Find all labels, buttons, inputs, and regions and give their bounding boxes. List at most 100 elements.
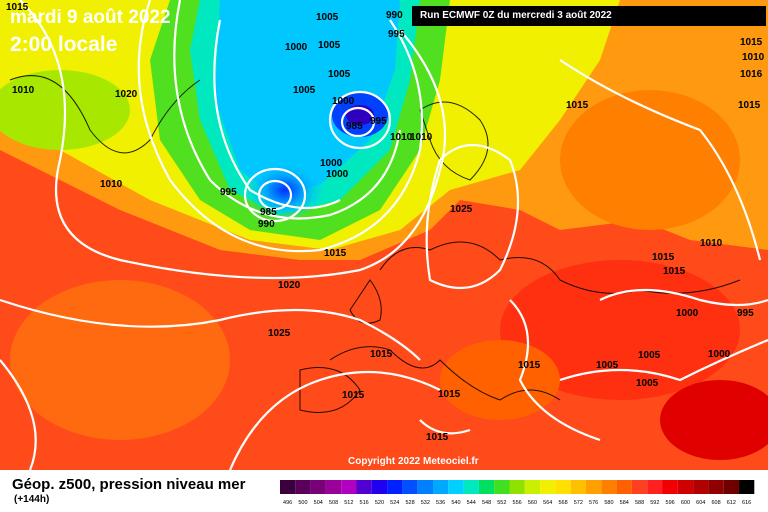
pressure-label: 1005	[638, 350, 661, 361]
isobar	[328, 90, 392, 150]
legend-swatch	[723, 480, 739, 494]
legend-value: 512	[344, 500, 353, 506]
legend-swatch	[417, 480, 433, 494]
legend-value: 532	[421, 500, 430, 506]
pressure-label: 1000	[285, 42, 308, 53]
footer-subtitle: (+144h)	[14, 494, 50, 505]
legend-swatch	[433, 480, 449, 494]
legend-swatch	[310, 480, 326, 494]
pressure-label: 1015	[663, 266, 686, 277]
weather-map: 1015 1005 990 995 1000 1005 1020 1010 10…	[0, 0, 768, 470]
pressure-label: 1025	[450, 204, 473, 215]
legend-value: 544	[467, 500, 476, 506]
legend-swatch	[677, 480, 694, 494]
pressure-label: 1015	[370, 349, 393, 360]
isobar	[0, 359, 37, 470]
legend-swatch	[509, 480, 525, 494]
legend-swatch	[463, 480, 479, 494]
pressure-label: 1015	[518, 360, 541, 371]
legend-swatch	[647, 480, 663, 494]
pressure-label: 1000	[708, 349, 731, 360]
pressure-label: 1005	[318, 40, 341, 51]
legend-swatch	[662, 480, 678, 494]
legend-value: 592	[650, 500, 659, 506]
pressure-label: 1005	[636, 378, 659, 389]
isobar	[19, 0, 447, 280]
legend-swatch	[448, 480, 464, 494]
legend-value: 536	[436, 500, 445, 506]
pressure-label: 1000	[320, 158, 343, 169]
z500-orange-atlantic	[10, 280, 230, 440]
legend-value: 596	[666, 500, 675, 506]
pressure-label: 1015	[426, 432, 449, 443]
legend-value: 584	[620, 500, 629, 506]
legend-swatch	[693, 480, 709, 494]
legend-swatch	[555, 480, 571, 494]
legend-value: 608	[711, 500, 720, 506]
isobar	[599, 288, 768, 307]
pressure-labels: 1015 1005 990 995 1000 1005 1020 1010 10…	[6, 2, 765, 443]
legend-value: 504	[314, 500, 323, 506]
legend-value: 576	[589, 500, 598, 506]
legend-swatch	[325, 480, 342, 494]
isobar	[559, 338, 768, 382]
pressure-label: 1015	[566, 100, 589, 111]
legend-value: 548	[482, 500, 491, 506]
legend-swatch	[708, 480, 724, 494]
legend-swatch	[524, 480, 541, 494]
pressure-label: 1015	[6, 2, 29, 13]
isobars	[0, 0, 768, 470]
copyright-notice: Copyright 2022 Meteociel.fr	[348, 456, 479, 467]
legend-swatch	[478, 480, 495, 494]
forecast-time: 2:00 locale	[10, 33, 118, 56]
pressure-label: 1015	[652, 252, 675, 263]
legend-value: 508	[329, 500, 338, 506]
isobar	[559, 59, 762, 261]
pressure-label: 995	[737, 308, 754, 319]
legend-swatch	[402, 480, 418, 494]
legend-value: 540	[451, 500, 460, 506]
legend-swatch	[540, 480, 556, 494]
legend-value: 588	[635, 500, 644, 506]
isobar	[340, 106, 376, 138]
pressure-label: 1015	[342, 390, 365, 401]
legend-swatch	[371, 480, 388, 494]
pressure-label: 990	[386, 10, 403, 21]
z500-orange-med	[440, 340, 560, 420]
legend-swatch	[341, 480, 357, 494]
pressure-label: 1016	[740, 69, 763, 80]
legend-swatch	[739, 480, 755, 494]
legend-value: 516	[360, 500, 369, 506]
pressure-label: 1015	[438, 389, 461, 400]
pressure-label: 1010	[100, 179, 123, 190]
pressure-label: 1005	[328, 69, 351, 80]
pressure-label: 985	[346, 121, 363, 132]
isobar	[425, 143, 520, 290]
legend-swatch	[356, 480, 372, 494]
isobar	[213, 19, 341, 210]
legend-value: 616	[742, 500, 751, 506]
legend-value: 520	[375, 500, 384, 506]
isobar	[257, 179, 293, 211]
legend-swatch	[387, 480, 403, 494]
legend-value: 500	[298, 500, 307, 506]
legend-value: 604	[696, 500, 705, 506]
run-label: Run ECMWF 0Z du mercredi 3 août 2022	[412, 6, 766, 26]
legend-value: 560	[528, 500, 537, 506]
pressure-label: 995	[370, 116, 387, 127]
legend-value: 556	[513, 500, 522, 506]
pressure-label: 990	[258, 219, 275, 230]
pressure-label: 1000	[676, 308, 699, 319]
footer-title: Géop. z500, pression niveau mer	[12, 476, 246, 493]
legend-swatch	[616, 480, 632, 494]
legend-swatch	[631, 480, 648, 494]
legend-value: 552	[497, 500, 506, 506]
pressure-label: 1020	[278, 280, 301, 291]
pressure-label: 1020	[115, 89, 138, 100]
legend-value: 580	[604, 500, 613, 506]
legend-value: 612	[727, 500, 736, 506]
pressure-label: 1025	[268, 328, 291, 339]
legend-value: 528	[405, 500, 414, 506]
pressure-label: 1005	[293, 85, 316, 96]
legend-swatch	[586, 480, 602, 494]
